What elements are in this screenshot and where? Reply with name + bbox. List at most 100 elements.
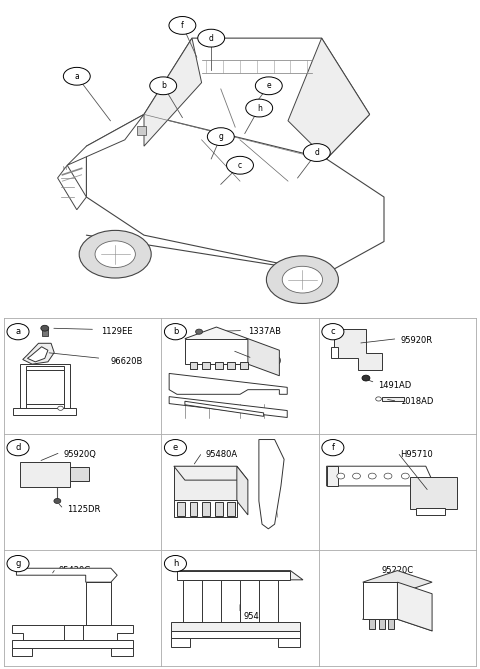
Circle shape [150,77,177,95]
Polygon shape [13,408,76,415]
Circle shape [207,128,234,146]
Bar [202,502,210,516]
Polygon shape [86,582,111,625]
Polygon shape [177,571,290,580]
Bar [416,508,444,515]
Circle shape [266,256,338,304]
Circle shape [169,17,196,34]
Text: 1491AD: 1491AD [379,381,412,389]
Circle shape [246,99,273,117]
Text: 96620B: 96620B [111,357,143,367]
Polygon shape [23,343,54,364]
Polygon shape [185,339,248,364]
Bar [410,476,457,509]
Circle shape [353,473,360,479]
Circle shape [376,397,382,401]
Text: b: b [173,327,178,337]
Circle shape [368,473,376,479]
Circle shape [7,555,29,572]
Polygon shape [171,638,190,647]
Text: 95420H: 95420H [243,612,276,622]
Bar [174,500,237,517]
Polygon shape [64,625,83,640]
Bar [215,502,223,516]
Circle shape [79,230,151,278]
Text: f: f [181,21,184,30]
Text: e: e [266,82,271,90]
Polygon shape [20,364,70,408]
Text: 1337AB: 1337AB [248,327,281,337]
Polygon shape [185,401,264,416]
Circle shape [198,29,225,47]
Text: g: g [15,559,21,568]
Polygon shape [363,582,397,619]
Bar [215,362,223,369]
Text: f: f [331,443,335,452]
Polygon shape [27,347,48,362]
Polygon shape [111,648,133,656]
Text: h: h [257,104,262,112]
Polygon shape [144,38,370,159]
Polygon shape [171,622,300,631]
Circle shape [7,440,29,456]
Bar [190,502,197,516]
Polygon shape [86,114,384,273]
Polygon shape [12,640,133,648]
Text: d: d [15,443,21,452]
Bar [42,329,48,337]
Polygon shape [67,114,144,165]
Polygon shape [259,580,278,622]
Circle shape [196,329,203,334]
Circle shape [54,498,61,504]
Polygon shape [331,347,337,359]
Polygon shape [248,339,279,376]
Circle shape [401,473,409,479]
Text: h: h [173,559,178,568]
Polygon shape [335,329,382,370]
Polygon shape [169,373,287,394]
Polygon shape [58,165,86,210]
Circle shape [362,375,370,381]
Text: c: c [238,161,242,170]
Polygon shape [237,466,248,515]
Text: 95420G: 95420G [59,566,92,575]
Circle shape [95,241,135,268]
Text: 95480A: 95480A [205,450,238,459]
Polygon shape [326,466,432,486]
Bar [174,466,237,501]
Polygon shape [137,126,146,135]
Circle shape [255,77,282,95]
Bar [240,362,248,369]
Polygon shape [288,38,370,159]
Text: e: e [173,443,178,452]
Circle shape [227,157,253,174]
Circle shape [165,555,186,572]
Polygon shape [174,466,248,480]
Polygon shape [185,327,248,351]
Polygon shape [177,571,303,580]
Circle shape [41,325,48,331]
Polygon shape [12,625,133,640]
Circle shape [165,324,186,340]
Polygon shape [326,466,337,486]
Circle shape [58,406,63,410]
Circle shape [282,266,323,293]
Text: 1129EE: 1129EE [101,327,133,337]
Circle shape [337,473,345,479]
Text: 1018AD: 1018AD [401,397,434,406]
Polygon shape [397,582,432,631]
Text: a: a [74,72,79,81]
Bar [177,502,185,516]
Text: d: d [314,148,319,157]
Polygon shape [26,370,64,403]
Bar [228,502,235,516]
Polygon shape [16,568,117,582]
Text: c: c [331,327,335,337]
Polygon shape [259,440,284,529]
Polygon shape [369,619,375,629]
Bar [20,462,70,487]
Circle shape [303,144,330,161]
Polygon shape [12,648,32,656]
Bar [70,468,89,481]
Circle shape [384,473,392,479]
